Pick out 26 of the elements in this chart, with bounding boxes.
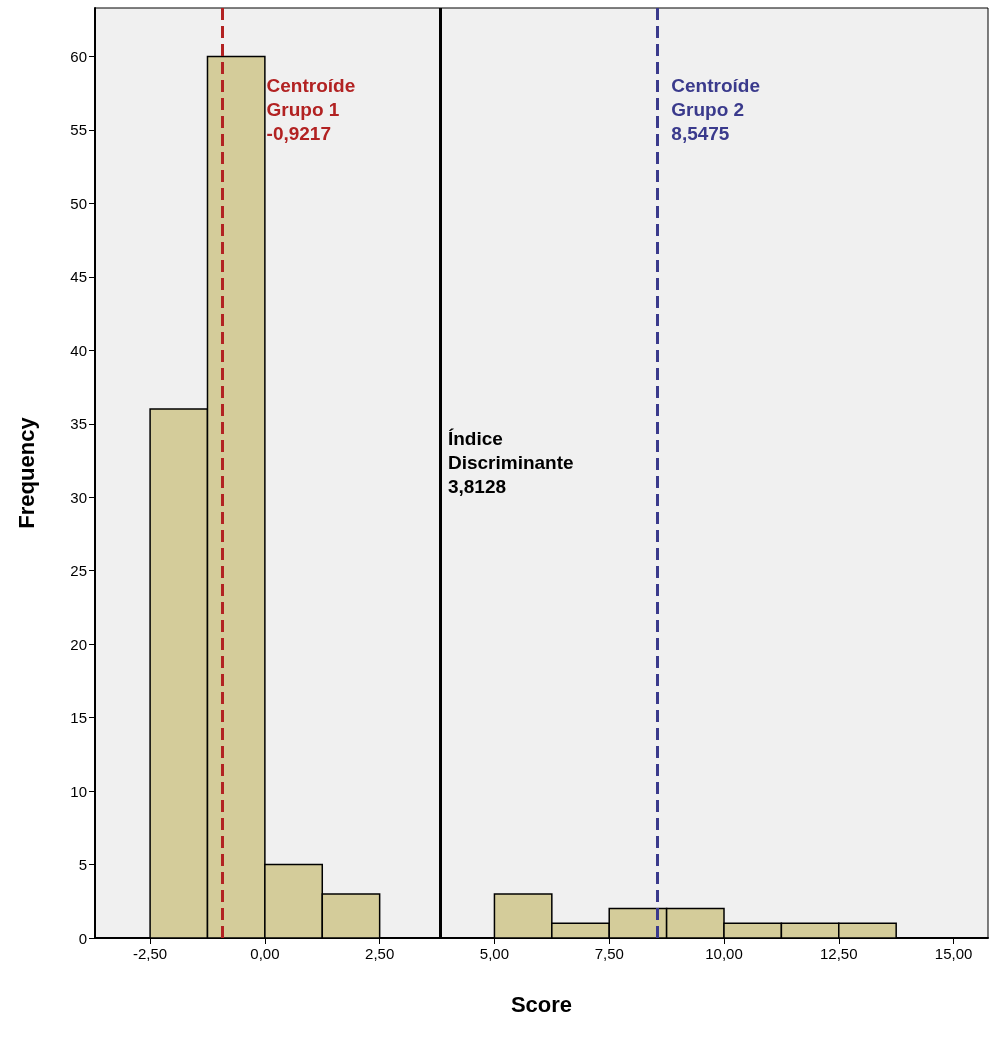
x-axis-title: Score bbox=[510, 991, 573, 1017]
x-tick-label: 0,00 bbox=[250, 945, 280, 962]
y-tick-label: 45 bbox=[70, 268, 87, 286]
y-tick-label: 5 bbox=[78, 856, 87, 874]
x-tick-label: 12,50 bbox=[820, 945, 858, 962]
x-tick-label: -2,50 bbox=[132, 945, 168, 962]
y-tick-label: 20 bbox=[70, 635, 87, 653]
ref-line-label: Centroíde Grupo 2 8,5475 bbox=[671, 74, 760, 144]
x-tick-label: 5,00 bbox=[479, 945, 510, 962]
x-tick-label: 2,50 bbox=[365, 945, 395, 962]
y-tick-label: 0 bbox=[78, 929, 87, 947]
y-tick-label: 50 bbox=[70, 194, 87, 212]
y-tick-label: 40 bbox=[70, 341, 87, 359]
y-tick-label: 30 bbox=[70, 488, 87, 506]
y-tick-label: 25 bbox=[70, 562, 87, 580]
y-tick-label: 55 bbox=[70, 121, 87, 139]
y-tick-label: 60 bbox=[70, 47, 87, 65]
y-tick-label: 10 bbox=[70, 782, 87, 800]
x-tick-label: 10,00 bbox=[705, 945, 743, 962]
y-tick-label: 35 bbox=[70, 415, 87, 433]
x-tick-label: 7,50 bbox=[594, 945, 624, 962]
y-axis-title: Frequency bbox=[13, 416, 39, 529]
ref-line-label: Centroíde Grupo 1 -0,9217 bbox=[266, 74, 356, 144]
ref-line-label: Índice Discriminante 3,8128 bbox=[447, 428, 574, 497]
x-tick-label: 15,00 bbox=[934, 945, 973, 962]
y-tick-label: 15 bbox=[70, 709, 87, 727]
